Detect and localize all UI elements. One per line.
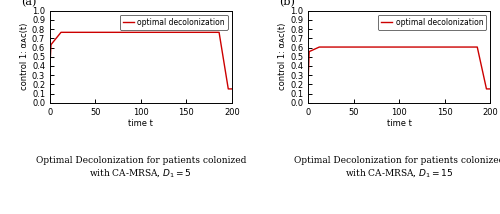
optimal decolonization bbox=[448, 46, 454, 48]
optimal decolonization bbox=[229, 88, 235, 90]
optimal decolonization bbox=[224, 78, 230, 80]
X-axis label: time t: time t bbox=[386, 119, 411, 128]
Text: Optimal Decolonization for patients colonized
with CA-MRSA, $D_1 = 15$: Optimal Decolonization for patients colo… bbox=[294, 156, 500, 179]
optimal decolonization bbox=[314, 46, 320, 49]
Y-axis label: control 1: αᴀᴄ(t): control 1: αᴀᴄ(t) bbox=[278, 23, 287, 90]
optimal decolonization bbox=[226, 88, 232, 90]
optimal decolonization bbox=[190, 31, 196, 34]
Text: (b): (b) bbox=[279, 0, 295, 7]
Legend: optimal decolonization: optimal decolonization bbox=[120, 15, 228, 30]
optimal decolonization bbox=[136, 31, 141, 34]
optimal decolonization bbox=[487, 88, 493, 90]
X-axis label: time t: time t bbox=[128, 119, 154, 128]
Line: optimal decolonization: optimal decolonization bbox=[50, 32, 232, 89]
optimal decolonization bbox=[130, 31, 136, 34]
Text: (a): (a) bbox=[21, 0, 36, 7]
optimal decolonization bbox=[482, 80, 488, 83]
optimal decolonization bbox=[47, 63, 53, 65]
optimal decolonization bbox=[389, 46, 395, 48]
optimal decolonization bbox=[484, 88, 490, 90]
optimal decolonization bbox=[58, 31, 64, 34]
Text: Optimal Decolonization for patients colonized
with CA-MRSA, $D_1 = 5$: Optimal Decolonization for patients colo… bbox=[36, 156, 246, 179]
optimal decolonization bbox=[56, 33, 62, 36]
optimal decolonization bbox=[316, 46, 322, 48]
Y-axis label: control 1: αᴀᴄ(t): control 1: αᴀᴄ(t) bbox=[20, 23, 29, 90]
optimal decolonization bbox=[394, 46, 400, 48]
optimal decolonization bbox=[482, 80, 488, 83]
Legend: optimal decolonization: optimal decolonization bbox=[378, 15, 486, 30]
Line: optimal decolonization: optimal decolonization bbox=[308, 47, 490, 89]
optimal decolonization bbox=[224, 77, 230, 80]
optimal decolonization bbox=[305, 77, 311, 80]
